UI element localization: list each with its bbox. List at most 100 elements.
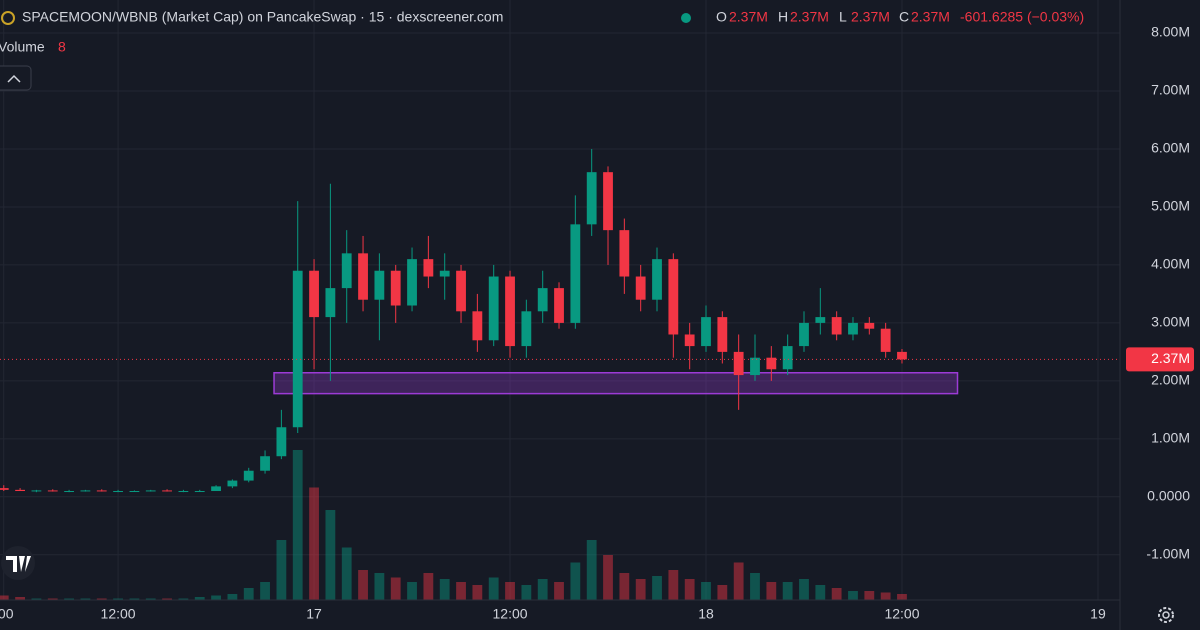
- candle-body: [64, 491, 74, 493]
- volume-bar: [537, 579, 548, 600]
- y-tick-label: 0.0000: [1147, 488, 1190, 504]
- volume-bar: [717, 585, 728, 600]
- candle-body: [848, 322, 858, 335]
- candle-body: [505, 276, 515, 347]
- y-tick-label: 6.00M: [1151, 140, 1190, 156]
- volume-bar: [260, 582, 270, 600]
- tv-logo: [1, 546, 35, 580]
- candle-body: [145, 490, 156, 492]
- volume-bar: [113, 598, 123, 600]
- y-tick-label: 3.00M: [1151, 314, 1190, 330]
- volume-bar: [211, 595, 221, 600]
- volume-bar: [554, 582, 564, 600]
- volume-bar: [292, 450, 303, 600]
- candle-body: [554, 288, 564, 323]
- candle-body: [750, 357, 760, 376]
- candle-body: [586, 172, 597, 225]
- volume-bar: [64, 598, 74, 600]
- legend-o: 2.37M: [729, 9, 768, 25]
- token-icon: [1, 11, 15, 25]
- candle-body: [717, 317, 728, 352]
- volume-bar: [701, 582, 711, 600]
- volume-bar: [47, 598, 58, 600]
- candle-body: [701, 317, 711, 347]
- volume-bar: [635, 579, 646, 600]
- candle-body: [488, 276, 499, 341]
- last-price-box: [1126, 347, 1194, 372]
- candle-body: [733, 351, 744, 376]
- status-dot: [681, 13, 691, 23]
- legend-h: 2.37M: [790, 9, 829, 25]
- volume-bar: [766, 582, 777, 600]
- candle-body: [341, 253, 352, 289]
- volume-bar: [96, 598, 107, 600]
- volume-bar: [668, 570, 679, 600]
- legend-c: 2.37M: [911, 9, 950, 25]
- candle-body: [619, 230, 630, 277]
- volume-bar: [603, 555, 613, 600]
- y-tick-label: 4.00M: [1151, 256, 1190, 272]
- volume-bar: [390, 577, 401, 600]
- candle-body: [603, 172, 613, 231]
- candle-body: [0, 488, 9, 490]
- volume-bar: [374, 573, 385, 600]
- candle-body: [864, 322, 875, 329]
- candle-body: [309, 270, 319, 318]
- candle-body: [472, 311, 483, 341]
- volume-bar: [652, 576, 662, 600]
- candle-body: [227, 480, 238, 487]
- volume-bar: [0, 595, 9, 600]
- candle-body: [570, 224, 581, 323]
- volume-bar: [750, 573, 760, 600]
- volume-bar: [227, 594, 238, 600]
- legend-l: 2.37M: [851, 9, 890, 25]
- volume-bar: [341, 547, 352, 600]
- settings-icon[interactable]: [1158, 607, 1174, 623]
- x-tick-label: 17: [306, 606, 322, 622]
- volume-bar: [243, 588, 254, 600]
- candle-body: [194, 491, 205, 493]
- y-tick-label: 2.00M: [1151, 372, 1190, 388]
- volume-bar: [521, 585, 532, 600]
- volume-bar: [194, 597, 205, 600]
- volume-bar: [570, 562, 581, 600]
- volume-bar: [619, 573, 630, 600]
- volume-bar: [897, 594, 907, 600]
- volume-bar: [80, 598, 91, 600]
- candle-body: [880, 328, 891, 352]
- x-tick-label: 18: [698, 606, 714, 622]
- candle-body: [799, 322, 809, 347]
- candle-body: [243, 470, 254, 481]
- candle-body: [162, 490, 172, 492]
- legend-change: -601.6285 (−0.03%): [960, 9, 1084, 25]
- volume-bar: [864, 591, 875, 600]
- candle-body: [684, 334, 695, 347]
- x-tick-label: :00: [0, 606, 14, 622]
- volume-bar: [880, 592, 891, 600]
- x-tick-label: 12:00: [101, 606, 136, 622]
- chart-title: SPACEMOON/WBNB (Market Cap) on PancakeSw…: [22, 9, 503, 25]
- candle-body: [47, 490, 58, 492]
- volume-bar: [815, 585, 826, 600]
- x-tick-label: 12:00: [493, 606, 528, 622]
- volume-bar: [488, 577, 499, 600]
- candle-body: [407, 259, 417, 306]
- candle-body: [374, 270, 385, 300]
- volume-bar: [586, 540, 597, 600]
- volume-bar: [439, 579, 450, 600]
- volume-bar: [178, 598, 189, 600]
- candle-body: [521, 311, 532, 347]
- volume-bar: [276, 540, 287, 600]
- volume-bar: [782, 582, 793, 600]
- candle-body: [766, 357, 777, 370]
- candle-body: [129, 491, 140, 493]
- volume-label: Volume: [0, 39, 45, 55]
- candle-body: [537, 288, 548, 312]
- candle-body: [456, 270, 466, 312]
- x-tick-label: 19: [1090, 606, 1106, 622]
- volume-bar: [145, 598, 156, 600]
- volume-pane: [0, 450, 907, 600]
- legend-h-label: H: [778, 9, 788, 25]
- volume-bar: [472, 585, 483, 600]
- volume-bar: [309, 487, 319, 600]
